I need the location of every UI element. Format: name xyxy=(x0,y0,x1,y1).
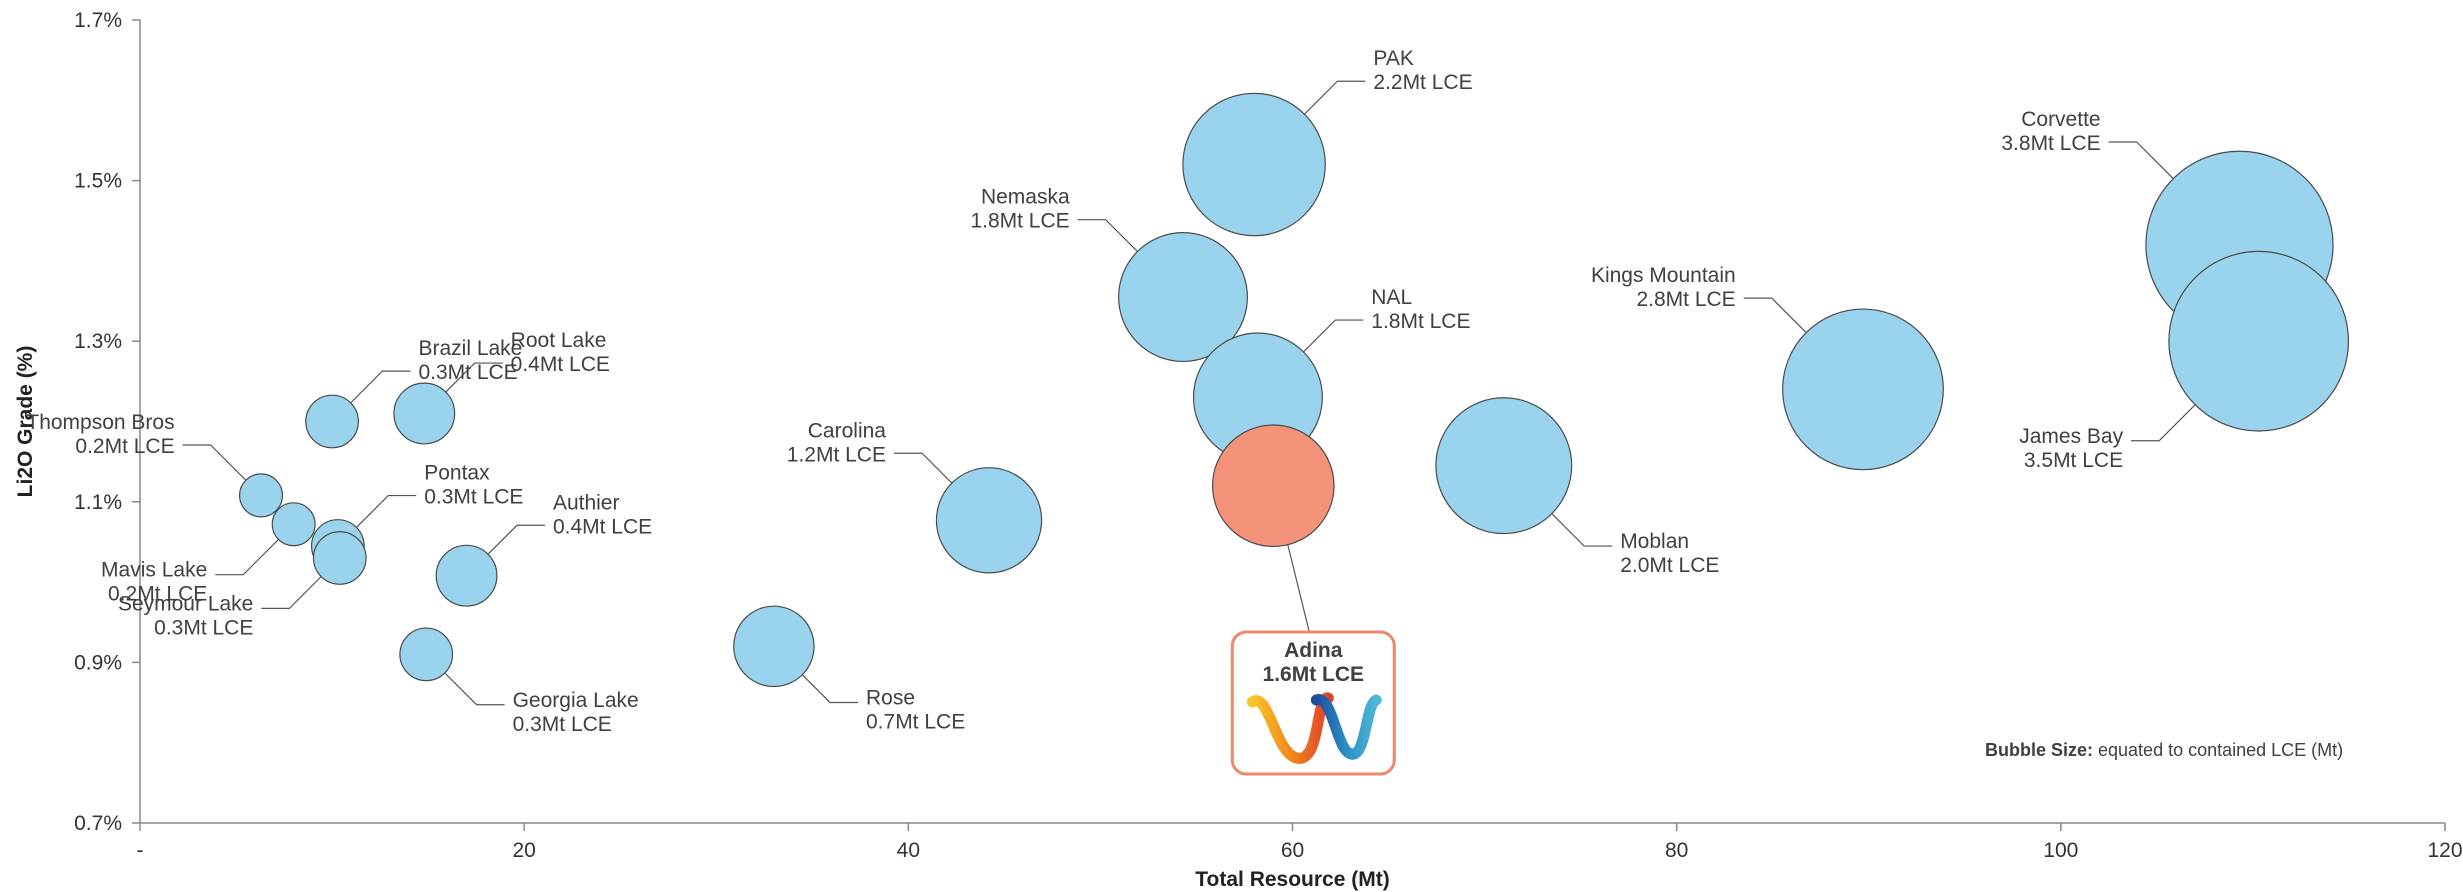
label-lce-mavis-lake: 0.2Mt LCE xyxy=(108,583,207,606)
bubble-authier xyxy=(435,544,498,607)
bubble-mavis-lake xyxy=(271,502,316,547)
x-tick-label: 60 xyxy=(1281,839,1304,862)
leader-mavis-lake xyxy=(215,523,295,576)
label-name-authier: Authier xyxy=(553,491,620,514)
bubble-georgia-lake xyxy=(399,627,454,682)
bubble-kings-mountain xyxy=(1782,308,1944,471)
label-name-nemaska: Nemaska xyxy=(981,186,1070,209)
bubble-seymour-lake xyxy=(312,531,367,585)
label-lce-moblan: 2.0Mt LCE xyxy=(1620,554,1719,577)
label-lce-brazil-lake: 0.3Mt LCE xyxy=(418,361,517,384)
label-name-root-lake: Root Lake xyxy=(511,329,607,352)
bubble-brazil-lake xyxy=(305,394,359,449)
label-lce-thompson-bros: 0.2Mt LCE xyxy=(75,435,174,458)
bubble-size-note: Bubble Size: equated to contained LCE (M… xyxy=(1985,740,2343,760)
label-name-corvette: Corvette xyxy=(2021,108,2100,131)
label-name-kings-mountain: Kings Mountain xyxy=(1591,264,1736,287)
y-tick-label: 0.7% xyxy=(74,812,122,835)
label-lce-rose: 0.7Mt LCE xyxy=(866,710,965,733)
label-name-nal: NAL xyxy=(1371,286,1412,309)
label-name-georgia-lake: Georgia Lake xyxy=(513,689,639,712)
y-axis-title: Li2O Grade (%) xyxy=(14,346,37,498)
y-tick-label: 1.1% xyxy=(74,491,122,514)
label-lce-kings-mountain: 2.8Mt LCE xyxy=(1636,288,1735,311)
bubble-moblan xyxy=(1435,397,1573,535)
label-lce-carolina: 1.2Mt LCE xyxy=(787,443,886,466)
label-lce-authier: 0.4Mt LCE xyxy=(553,515,652,538)
label-lce-nemaska: 1.8Mt LCE xyxy=(970,210,1069,233)
label-lce-nal: 1.8Mt LCE xyxy=(1371,310,1470,333)
label-name-james-bay: James Bay xyxy=(2019,425,2123,448)
label-lce-root-lake: 0.4Mt LCE xyxy=(511,353,610,376)
bubble-thompson-bros xyxy=(238,473,284,518)
bubble-pak xyxy=(1182,92,1326,237)
bubble-root-lake xyxy=(393,382,456,445)
y-tick-label: 1.3% xyxy=(74,330,122,353)
label-name-rose: Rose xyxy=(866,686,915,709)
x-tick-label: 80 xyxy=(1665,839,1688,862)
note-text: equated to contained LCE (Mt) xyxy=(2093,740,2343,760)
bubble-james-bay xyxy=(2168,250,2350,432)
logo-wave-cool xyxy=(1310,694,1382,760)
label-name-pontax: Pontax xyxy=(424,462,490,485)
label-name-pak: PAK xyxy=(1373,47,1413,70)
x-tick-label: 20 xyxy=(512,839,535,862)
leader-thompson-bros xyxy=(182,444,262,496)
y-tick-label: 1.5% xyxy=(74,170,122,193)
bubble-rose xyxy=(733,605,815,688)
x-tick-label: 100 xyxy=(2043,839,2078,862)
label-lce-corvette: 3.8Mt LCE xyxy=(2001,132,2100,155)
label-name-mavis-lake: Mavis Lake xyxy=(101,559,207,582)
logo-wave-warm xyxy=(1246,692,1334,764)
x-tick-label: 120 xyxy=(2427,839,2462,862)
bubble-adina xyxy=(1211,424,1335,548)
axes: 0.7% 0.9% 1.1% 1.3% 1.5% 1.7% - 20 40 60 80 100 120 T… xyxy=(14,9,2463,891)
bubble-nemaska xyxy=(1118,232,1249,363)
x-tick-label: - xyxy=(137,839,144,862)
bubbles xyxy=(238,92,2350,688)
y-tick-label: 1.7% xyxy=(74,9,122,32)
label-name-thompson-bros: Thompson Bros xyxy=(26,411,174,434)
label-name-brazil-lake: Brazil Lake xyxy=(418,337,522,360)
bubble-carolina xyxy=(935,467,1043,574)
label-name-moblan: Moblan xyxy=(1620,530,1689,553)
label-lce-seymour-lake: 0.3Mt LCE xyxy=(154,616,253,639)
label-lce-georgia-lake: 0.3Mt LCE xyxy=(513,713,612,736)
label-lce-james-bay: 3.5Mt LCE xyxy=(2024,449,2123,472)
label-name-seymour-lake: Seymour Lake xyxy=(118,592,253,615)
label-name-carolina: Carolina xyxy=(808,419,887,442)
x-axis-title: Total Resource (Mt) xyxy=(1195,868,1389,891)
x-tick-label: 40 xyxy=(897,839,920,862)
y-tick-label: 0.9% xyxy=(74,651,122,674)
label-lce-pak: 2.2Mt LCE xyxy=(1373,71,1472,94)
callout-lce: 1.6Mt LCE xyxy=(1263,663,1365,686)
callout-name: Adina xyxy=(1284,639,1343,662)
note-bold: Bubble Size: xyxy=(1985,740,2093,760)
label-lce-pontax: 0.3Mt LCE xyxy=(424,486,523,509)
